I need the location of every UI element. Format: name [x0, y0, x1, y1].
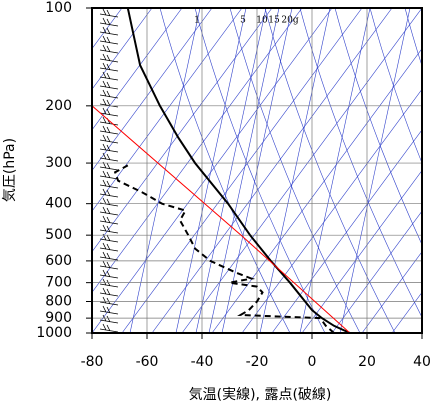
- y-tick-label: 800: [45, 294, 72, 310]
- wind-barb: [99, 134, 119, 144]
- x-tick-label: -40: [191, 354, 214, 370]
- adiabat-line: [334, 8, 422, 246]
- x-tick-label: -60: [136, 354, 159, 370]
- adiabat-line: [229, 8, 361, 333]
- mixing-ratio-line: [175, 8, 247, 333]
- isotherm-line: [121, 8, 363, 333]
- y-tick-label: 400: [45, 196, 72, 212]
- wind-barb: [99, 62, 119, 72]
- adiabat-line: [299, 8, 422, 318]
- y-tick-label: 700: [45, 275, 72, 291]
- wind-barb: [99, 188, 119, 198]
- isotherm-line: [421, 332, 422, 333]
- mixing-ratio-line: [259, 8, 331, 333]
- mixing-ratio-label: 20g: [281, 16, 298, 26]
- mixing-ratio-label: 10: [256, 16, 268, 26]
- isotherm-line: [92, 8, 183, 131]
- isotherm-line: [92, 8, 153, 90]
- y-tick-label: 500: [45, 227, 72, 243]
- x-axis-label: 気温(実線), 露点(破線): [189, 387, 332, 403]
- isotherm-line: [361, 251, 422, 333]
- isotherm-line: [301, 169, 422, 333]
- y-tick-label: 100: [45, 0, 72, 16]
- wind-barb: [99, 152, 119, 162]
- profile-line: [92, 105, 351, 333]
- y-axis-label: 気圧(hPa): [2, 138, 18, 202]
- wind-barb: [99, 53, 119, 63]
- x-tick-label: 20: [358, 354, 376, 370]
- mixing-ratio-line: [339, 8, 411, 333]
- isotherm-line: [92, 8, 333, 333]
- y-tick-label: 900: [45, 310, 72, 326]
- wind-barb: [99, 287, 119, 297]
- wind-barb: [99, 206, 119, 216]
- wind-barb: [99, 44, 119, 54]
- mixing-ratio-line: [195, 8, 267, 333]
- adiabat-line: [194, 8, 326, 333]
- wind-barb: [99, 26, 119, 36]
- y-tick-label: 600: [45, 253, 72, 269]
- wind-barb: [99, 89, 119, 99]
- wind-barb: [99, 107, 119, 117]
- wind-barb: [99, 170, 119, 180]
- isotherm-line: [92, 8, 243, 212]
- wind-barb: [99, 80, 119, 90]
- wind-barb: [99, 296, 119, 306]
- mixing-ratio-label: 15: [268, 16, 280, 26]
- profiles: [92, 8, 351, 333]
- wind-barb: [99, 179, 119, 189]
- x-tick-label: -80: [81, 354, 104, 370]
- isotherm-line: [92, 8, 273, 253]
- isotherm-line: [181, 8, 422, 333]
- adiabat-line: [159, 8, 291, 333]
- wind-barb: [99, 197, 119, 207]
- x-tick-label: 40: [413, 354, 431, 370]
- background-lines: [92, 8, 422, 333]
- wind-barb: [99, 251, 119, 261]
- adiabat-line: [404, 8, 422, 67]
- y-tick-label: 200: [45, 98, 72, 114]
- wind-barb: [99, 71, 119, 81]
- wind-barb: [99, 224, 119, 234]
- profile-line: [113, 164, 335, 333]
- wind-barb: [99, 8, 119, 18]
- wind-barb: [99, 215, 119, 225]
- wind-barb: [99, 242, 119, 252]
- y-tick-label: 1000: [36, 325, 72, 341]
- wind-barb: [99, 323, 119, 333]
- isotherm-line: [92, 8, 303, 293]
- y-tick-label: 300: [45, 155, 72, 171]
- adiabat-line: [264, 8, 396, 333]
- wind-barb: [99, 269, 119, 279]
- mixing-ratio-line: [129, 8, 201, 333]
- isotherm-line: [151, 8, 393, 333]
- plot-frame: [91, 7, 423, 334]
- mixing-ratio-label: 5: [240, 16, 246, 26]
- wind-barb: [99, 305, 119, 315]
- adiabat-line: [369, 8, 422, 164]
- grid: [86, 7, 423, 339]
- wind-barb: [99, 35, 119, 45]
- wind-barb: [99, 260, 119, 270]
- mixing-ratio-line: [299, 8, 371, 333]
- wind-barb: [99, 143, 119, 153]
- mixing-ratio-line: [208, 8, 280, 333]
- wind-barb: [99, 17, 119, 27]
- mixing-ratio-label: 1: [194, 16, 200, 26]
- x-tick-label: 0: [308, 354, 317, 370]
- x-tick-label: -20: [246, 354, 269, 370]
- profile-line: [126, 8, 351, 333]
- isotherm-line: [331, 210, 422, 333]
- wind-barb: [99, 125, 119, 135]
- isotherm-line: [241, 88, 422, 333]
- isotherm-line: [92, 8, 213, 172]
